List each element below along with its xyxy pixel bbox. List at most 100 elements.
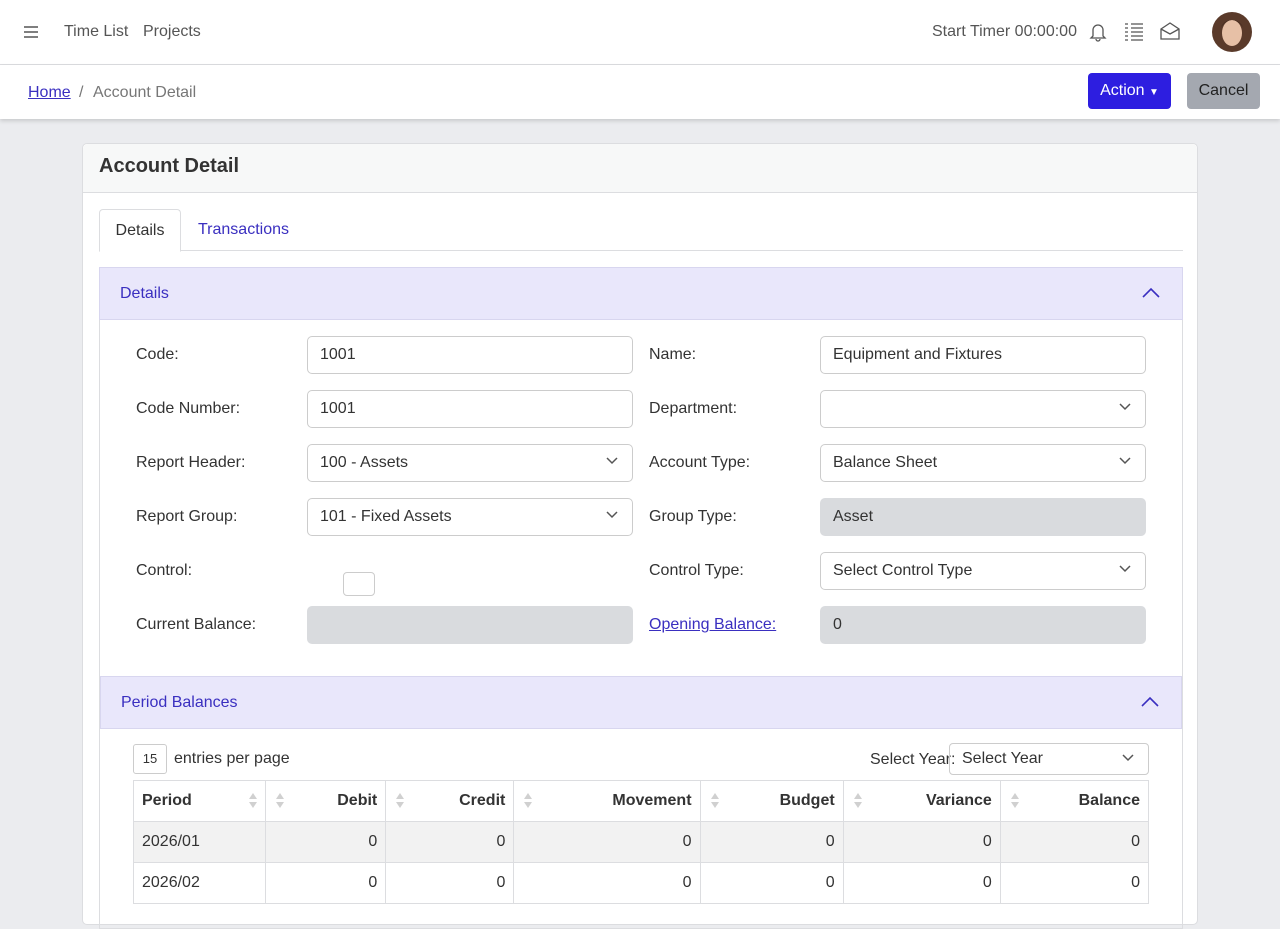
accordion-header[interactable]: Details bbox=[99, 267, 1183, 320]
text-input bbox=[307, 606, 633, 644]
card-title: Account Detail bbox=[99, 155, 240, 177]
table-cell: 0 bbox=[513, 862, 701, 904]
top-nav: Time List Projects Start Timer 00:00:00 bbox=[0, 0, 1280, 65]
year-label: Select Year: bbox=[870, 751, 956, 768]
sort-icon bbox=[1010, 793, 1019, 808]
header-row: Period Debit Credit Movement Budget Variance B… bbox=[132, 780, 1150, 822]
button-label: Action bbox=[1100, 82, 1145, 99]
field-value: 101 - Fixed Assets bbox=[320, 508, 452, 525]
bell-icon[interactable] bbox=[1089, 22, 1107, 42]
collapse-icon bbox=[1142, 287, 1160, 298]
avatar[interactable] bbox=[1211, 11, 1253, 53]
field-value: 100 - Assets bbox=[320, 454, 409, 471]
field-label-link[interactable]: Opening Balance: bbox=[649, 616, 777, 633]
table-cell: 0 bbox=[999, 821, 1150, 863]
year-value: Select Year bbox=[962, 750, 1043, 767]
table-cell: 0 bbox=[385, 862, 515, 904]
text-input[interactable]: Equipment and Fixtures bbox=[820, 336, 1146, 374]
card: Account Detail Details Transactions Deta… bbox=[82, 143, 1198, 929]
field-label: Name: bbox=[649, 346, 697, 363]
chevron bbox=[1119, 403, 1131, 411]
table-body: 2026/01 0 0 0 0 0 0 2026/02 0 0 0 0 0 0 bbox=[132, 821, 1150, 904]
period-table: Period Debit Credit Movement Budget Variance B… bbox=[132, 780, 1150, 904]
chevron bbox=[1119, 565, 1131, 573]
timer[interactable]: Start Timer 00:00:00 bbox=[932, 23, 1077, 40]
field-value: Asset bbox=[833, 508, 874, 525]
column-label: Debit bbox=[337, 792, 378, 809]
field-label: Department: bbox=[649, 400, 738, 417]
breadcrumb-home[interactable]: Home bbox=[28, 84, 71, 101]
sort-icon bbox=[524, 793, 533, 808]
column-header[interactable]: Balance bbox=[999, 780, 1150, 822]
text-input: 0 bbox=[820, 606, 1146, 644]
year-select[interactable]: Select Year bbox=[949, 743, 1149, 775]
field-value: Balance Sheet bbox=[833, 454, 938, 471]
table-cell: 0 bbox=[842, 862, 1001, 904]
cancel-button[interactable]: Cancel bbox=[1187, 73, 1260, 109]
column-label: Movement bbox=[612, 792, 692, 809]
table-cell: 0 bbox=[513, 821, 701, 863]
field-label: Current Balance: bbox=[136, 616, 257, 633]
column-label: Budget bbox=[779, 792, 835, 809]
column-header[interactable]: Variance bbox=[842, 780, 1001, 822]
text-input[interactable]: 1001 bbox=[307, 390, 633, 428]
page-size[interactable]: 15 bbox=[133, 744, 167, 774]
select[interactable]: Select Control Type bbox=[820, 552, 1146, 590]
field-value: 1001 bbox=[320, 346, 356, 363]
text-input: Asset bbox=[820, 498, 1146, 536]
column-header[interactable]: Debit bbox=[265, 780, 387, 822]
sort-icon bbox=[276, 793, 285, 808]
field-label: Group Type: bbox=[649, 508, 737, 525]
select[interactable] bbox=[820, 390, 1146, 428]
tab[interactable]: Transactions bbox=[198, 221, 289, 238]
table-cell: 2026/01 bbox=[132, 821, 267, 863]
sort-icon bbox=[396, 793, 405, 808]
sort-icon bbox=[249, 793, 258, 808]
accordion-header[interactable]: Period Balances bbox=[100, 676, 1182, 729]
nav-link[interactable]: Projects bbox=[143, 23, 201, 40]
accordion-title: Period Balances bbox=[121, 694, 238, 711]
select[interactable]: Balance Sheet bbox=[820, 444, 1146, 482]
menu-icon[interactable] bbox=[23, 24, 39, 40]
column-header[interactable]: Movement bbox=[513, 780, 701, 822]
nav-link[interactable]: Time List bbox=[64, 23, 129, 40]
field-value: 0 bbox=[833, 616, 842, 633]
table-row: 2026/01 0 0 0 0 0 0 bbox=[132, 821, 1150, 863]
breadcrumb-current: Account Detail bbox=[93, 84, 197, 101]
table-cell: 0 bbox=[999, 862, 1150, 904]
table-cell: 0 bbox=[265, 862, 387, 904]
mail-icon[interactable] bbox=[1159, 21, 1181, 41]
list-icon[interactable] bbox=[1124, 22, 1144, 42]
field-value: 1001 bbox=[320, 400, 356, 417]
field-label: Report Header: bbox=[136, 454, 246, 471]
column-label: Period bbox=[142, 792, 192, 809]
card-header: Account Detail bbox=[83, 144, 1197, 193]
select[interactable]: 101 - Fixed Assets bbox=[307, 498, 633, 536]
select[interactable]: 100 - Assets bbox=[307, 444, 633, 482]
collapse-icon bbox=[1141, 696, 1159, 707]
table-cell: 2026/02 bbox=[132, 862, 267, 904]
entries-label: entries per page bbox=[174, 750, 290, 767]
table-cell: 0 bbox=[385, 821, 515, 863]
column-label: Variance bbox=[925, 792, 992, 809]
field-label: Code: bbox=[136, 346, 179, 363]
checkbox[interactable] bbox=[343, 572, 375, 596]
breadcrumb-bar: Home / Account Detail Action ▼ Cancel bbox=[0, 65, 1280, 119]
table-row: 2026/02 0 0 0 0 0 0 bbox=[132, 862, 1150, 904]
table-cell: 0 bbox=[699, 862, 844, 904]
text-input[interactable]: 1001 bbox=[307, 336, 633, 374]
column-header[interactable]: Budget bbox=[699, 780, 844, 822]
field-value: Equipment and Fixtures bbox=[833, 346, 1002, 363]
field-label: Report Group: bbox=[136, 508, 238, 525]
field-label: Control: bbox=[136, 562, 193, 579]
table-cell: 0 bbox=[699, 821, 844, 863]
sort-icon bbox=[853, 793, 862, 808]
action-button[interactable]: Action ▼ bbox=[1088, 73, 1171, 109]
tab-rule bbox=[99, 250, 1183, 251]
column-header[interactable]: Period bbox=[132, 780, 267, 822]
sort-icon bbox=[710, 793, 719, 808]
chevron bbox=[1119, 457, 1131, 465]
tab-active[interactable]: Details bbox=[99, 209, 181, 252]
column-header[interactable]: Credit bbox=[385, 780, 515, 822]
